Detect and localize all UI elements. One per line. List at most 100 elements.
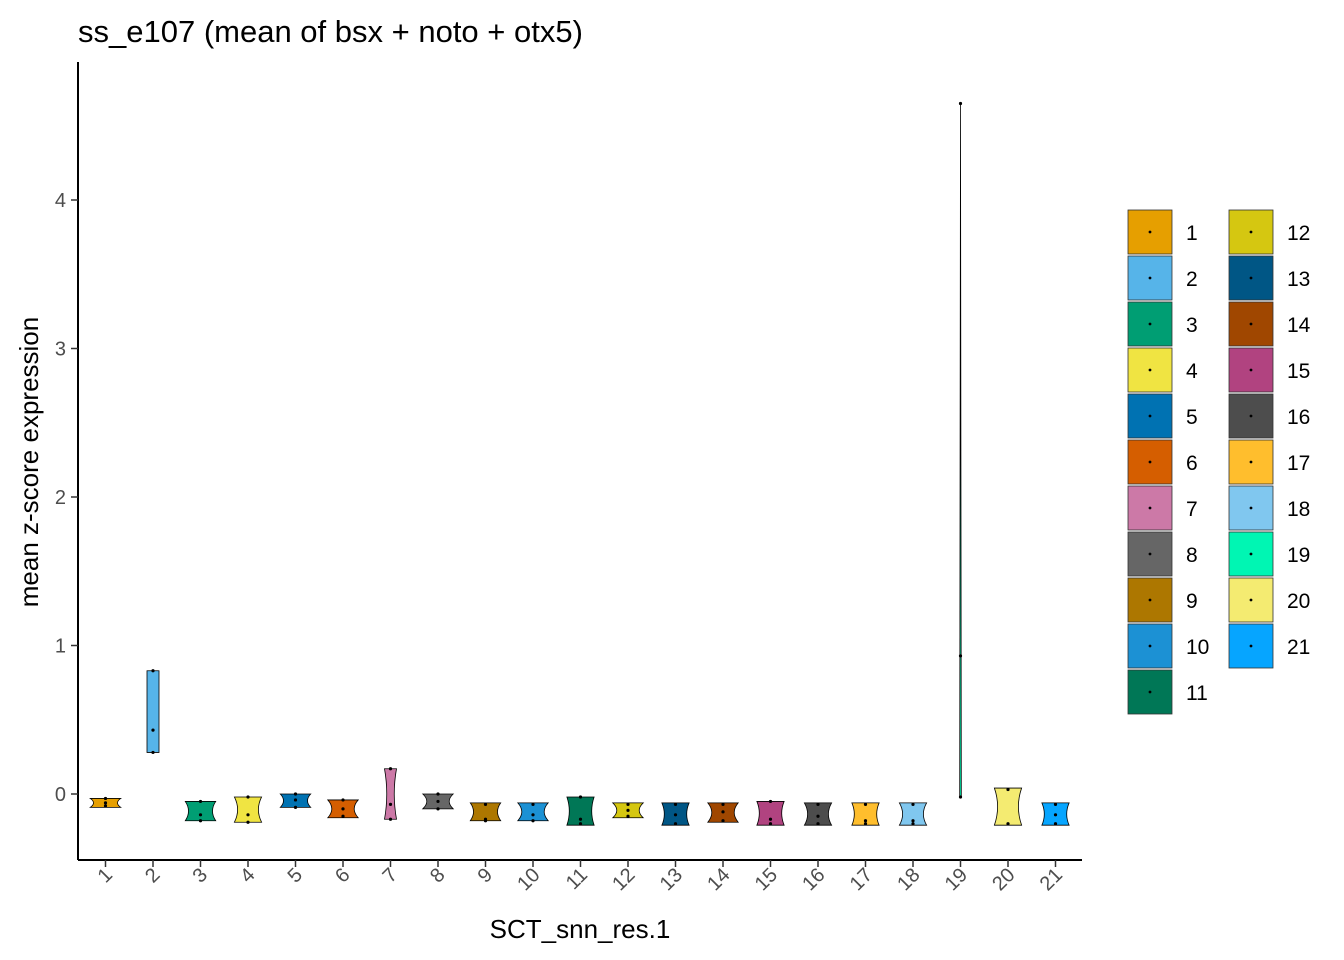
violin-point-10 bbox=[531, 819, 535, 823]
violin-point-18 bbox=[911, 802, 915, 806]
legend-key-dot bbox=[1249, 460, 1253, 464]
legend-label: 10 bbox=[1186, 636, 1209, 659]
legend-key-dot bbox=[1249, 644, 1253, 648]
violin-point-21 bbox=[1053, 813, 1058, 817]
legend-key-dot bbox=[1148, 322, 1152, 326]
violin-point-12 bbox=[626, 802, 630, 806]
legend-label: 6 bbox=[1186, 452, 1198, 475]
violin-point-3 bbox=[198, 813, 203, 817]
violin-point-3 bbox=[198, 819, 203, 823]
legend-label: 13 bbox=[1287, 268, 1310, 291]
violin-point-7 bbox=[388, 817, 393, 821]
violin-10 bbox=[516, 802, 550, 822]
violin-point-8 bbox=[436, 807, 440, 811]
violin-point-16 bbox=[816, 822, 820, 826]
legend-key-dot bbox=[1148, 598, 1152, 602]
legend-key-dot bbox=[1249, 598, 1253, 602]
violin-20 bbox=[993, 787, 1023, 826]
violin-point-14 bbox=[721, 819, 725, 823]
legend-label: 15 bbox=[1287, 360, 1310, 383]
violin-point-4 bbox=[246, 820, 250, 824]
violin-point-6 bbox=[341, 798, 345, 802]
legend-label: 4 bbox=[1186, 360, 1198, 383]
y-axis: 0 1 2 3 4 bbox=[55, 62, 79, 860]
violin-point-18 bbox=[911, 819, 915, 823]
y-tick-label: 3 bbox=[55, 339, 66, 361]
violin-point-11 bbox=[578, 822, 583, 826]
y-tick-label: 4 bbox=[55, 190, 66, 212]
violin-point-17 bbox=[863, 802, 868, 806]
legend-label: 9 bbox=[1186, 590, 1198, 613]
legend-label: 7 bbox=[1186, 498, 1198, 521]
violin-point-7 bbox=[388, 802, 393, 806]
legend-label: 12 bbox=[1287, 222, 1310, 245]
violin-point-18 bbox=[911, 822, 915, 826]
y-axis-title: mean z-score expression bbox=[14, 317, 44, 607]
violin-point-9 bbox=[483, 819, 488, 823]
violin-3 bbox=[184, 801, 217, 822]
violin-point-9 bbox=[483, 802, 488, 806]
legend-label: 16 bbox=[1287, 406, 1310, 429]
legend-key-dot bbox=[1148, 690, 1152, 694]
y-tick-label: 1 bbox=[55, 636, 66, 658]
legend-key-dot bbox=[1148, 506, 1152, 510]
legend-key-10 bbox=[1127, 623, 1173, 669]
legend-label: 21 bbox=[1287, 636, 1310, 659]
violin-point-14 bbox=[721, 810, 725, 814]
violin-point-7 bbox=[388, 767, 393, 771]
violin-9 bbox=[469, 802, 502, 822]
legend-label: 19 bbox=[1287, 544, 1310, 567]
violin-point-11 bbox=[578, 795, 583, 799]
violin-point-1 bbox=[103, 804, 108, 808]
legend-label: 5 bbox=[1186, 406, 1198, 429]
violin-point-15 bbox=[768, 822, 773, 826]
violin-point-10 bbox=[531, 813, 535, 817]
violin-4 bbox=[233, 796, 263, 823]
x-axis-title: SCT_snn_res.1 bbox=[490, 914, 671, 944]
y-tick-label: 2 bbox=[55, 487, 66, 509]
violin-point-21 bbox=[1053, 822, 1058, 826]
violin-point-4 bbox=[246, 813, 250, 817]
violin-17 bbox=[851, 802, 880, 826]
legend-key-dot bbox=[1249, 368, 1253, 372]
violin-18 bbox=[898, 802, 928, 826]
violin-point-1 bbox=[103, 796, 108, 801]
legend-key-dot bbox=[1249, 552, 1253, 556]
violin-2 bbox=[146, 670, 160, 753]
violin-point-13 bbox=[673, 813, 678, 817]
legend-label: 17 bbox=[1287, 452, 1310, 475]
violin-point-8 bbox=[436, 792, 440, 796]
violin-point-16 bbox=[816, 814, 820, 818]
violin-point-6 bbox=[341, 814, 345, 818]
violin-point-12 bbox=[626, 814, 630, 818]
legend-key-dot bbox=[1249, 414, 1253, 418]
violin-point-10 bbox=[531, 802, 535, 806]
legend-label: 11 bbox=[1186, 682, 1208, 705]
legend-label: 20 bbox=[1287, 590, 1310, 613]
violin-point-5 bbox=[293, 805, 298, 809]
violin-point-17 bbox=[863, 819, 868, 823]
legend-key-dot bbox=[1249, 230, 1253, 234]
violin-point-11 bbox=[578, 817, 583, 821]
violin-point-19 bbox=[958, 654, 963, 658]
legend-key-dot bbox=[1148, 552, 1152, 556]
violin-point-4 bbox=[246, 795, 250, 799]
violin-15 bbox=[756, 801, 785, 826]
violin-16 bbox=[803, 802, 833, 826]
violin-point-17 bbox=[863, 822, 868, 826]
violin-point-2 bbox=[151, 728, 155, 732]
violin-7 bbox=[384, 768, 397, 820]
y-tick-label: 0 bbox=[55, 784, 66, 806]
legend-key-dot bbox=[1249, 322, 1253, 326]
violin-point-2 bbox=[151, 750, 155, 755]
legend-key-dot bbox=[1249, 506, 1253, 510]
violin-point-5 bbox=[293, 792, 298, 796]
legend-key-dot bbox=[1249, 276, 1253, 280]
violin-point-8 bbox=[436, 799, 440, 804]
violin-point-19 bbox=[958, 101, 963, 106]
violin-point-20 bbox=[1006, 787, 1010, 792]
violin-point-2 bbox=[151, 669, 155, 673]
violin-point-21 bbox=[1053, 802, 1058, 806]
